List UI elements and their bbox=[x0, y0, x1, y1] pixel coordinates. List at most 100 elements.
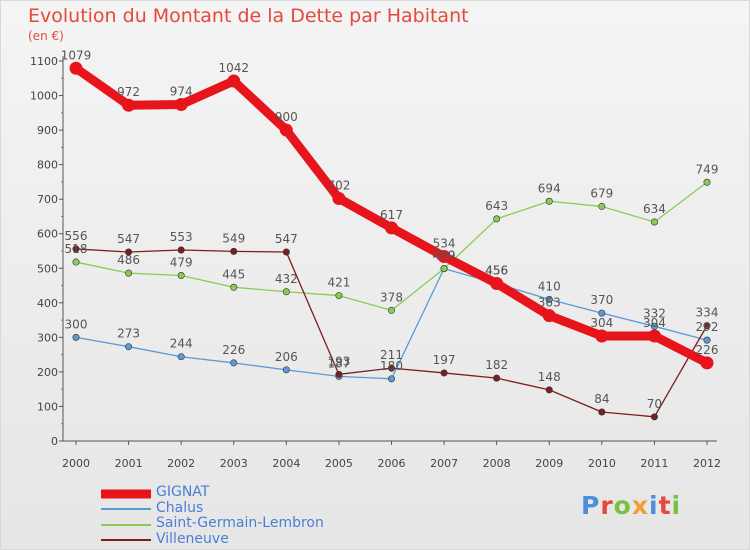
x-tick-label: 2003 bbox=[220, 457, 248, 470]
data-label: 1042 bbox=[218, 61, 249, 75]
data-point bbox=[335, 370, 343, 378]
x-tick-label: 2001 bbox=[115, 457, 143, 470]
data-label: 332 bbox=[643, 306, 666, 320]
data-label: 634 bbox=[643, 202, 666, 216]
data-label: 300 bbox=[65, 317, 88, 331]
data-label: 370 bbox=[590, 293, 613, 307]
data-point bbox=[493, 374, 501, 382]
data-point bbox=[279, 123, 293, 137]
data-label: 679 bbox=[590, 186, 613, 200]
legend-label: Saint-Germain-Lembron bbox=[156, 515, 324, 531]
data-point bbox=[72, 333, 80, 341]
data-label: 211 bbox=[380, 348, 403, 362]
series-saint-germain-lembron bbox=[72, 178, 711, 314]
chart-title: Evolution du Montant de la Dette par Hab… bbox=[28, 5, 469, 27]
legend-swatch bbox=[101, 523, 151, 526]
data-label: 70 bbox=[647, 397, 662, 411]
data-label: 974 bbox=[170, 85, 193, 99]
x-tick-label: 2000 bbox=[62, 457, 90, 470]
x-tick-label: 2005 bbox=[325, 457, 353, 470]
x-tick-label: 2010 bbox=[588, 457, 616, 470]
data-label: 432 bbox=[275, 272, 298, 286]
logo-letter: o bbox=[613, 491, 632, 520]
logo-letter: i bbox=[671, 491, 682, 520]
data-point bbox=[282, 288, 290, 296]
data-point bbox=[387, 306, 395, 314]
data-label: 702 bbox=[327, 178, 350, 192]
data-label: 148 bbox=[538, 370, 561, 384]
data-label: 244 bbox=[170, 337, 193, 351]
data-point bbox=[230, 283, 238, 291]
data-point bbox=[703, 322, 711, 330]
y-tick-label: 1000 bbox=[30, 90, 58, 103]
proxiti-logo: Proxiti bbox=[581, 491, 681, 520]
data-point bbox=[335, 292, 343, 300]
data-point bbox=[598, 309, 606, 317]
logo-letter: t bbox=[658, 491, 672, 520]
data-point bbox=[440, 265, 448, 273]
data-label: 180 bbox=[380, 359, 403, 373]
data-point bbox=[69, 61, 83, 75]
x-tick-label: 2007 bbox=[430, 457, 458, 470]
data-label: 197 bbox=[433, 353, 456, 367]
data-label: 182 bbox=[485, 358, 508, 372]
legend-label: Chalus bbox=[156, 499, 204, 516]
x-tick-label: 2011 bbox=[640, 457, 668, 470]
data-label: 273 bbox=[117, 327, 140, 341]
data-label: 972 bbox=[117, 85, 140, 99]
data-label: 456 bbox=[485, 263, 508, 277]
y-tick-label: 1100 bbox=[30, 55, 58, 68]
data-label: 900 bbox=[275, 110, 298, 124]
data-point bbox=[122, 98, 136, 112]
data-label: 226 bbox=[222, 343, 245, 357]
data-label: 84 bbox=[594, 392, 609, 406]
data-point bbox=[493, 215, 501, 223]
data-label: 694 bbox=[538, 181, 561, 195]
data-label: 553 bbox=[170, 230, 193, 244]
y-tick-label: 300 bbox=[37, 331, 58, 344]
data-label: 749 bbox=[696, 162, 719, 176]
data-label: 486 bbox=[117, 253, 140, 267]
y-tick-label: 700 bbox=[37, 193, 58, 206]
data-point bbox=[332, 191, 346, 205]
data-label: 292 bbox=[696, 320, 719, 334]
data-point bbox=[387, 375, 395, 383]
y-tick-label: 100 bbox=[37, 400, 58, 413]
data-point bbox=[490, 276, 504, 290]
data-label: 547 bbox=[275, 232, 298, 246]
y-tick-label: 0 bbox=[51, 435, 58, 448]
data-point bbox=[650, 218, 658, 226]
data-label: 410 bbox=[538, 279, 561, 293]
data-label: 334 bbox=[696, 306, 719, 320]
data-point bbox=[230, 359, 238, 367]
data-label: 549 bbox=[222, 231, 245, 245]
y-tick-label: 500 bbox=[37, 262, 58, 275]
x-tick-label: 2004 bbox=[272, 457, 300, 470]
data-label: 556 bbox=[65, 229, 88, 243]
unit-label: (en €) bbox=[28, 29, 64, 43]
legend-label: GIGNAT bbox=[156, 484, 210, 500]
series-chalus bbox=[72, 265, 711, 383]
data-point bbox=[440, 369, 448, 377]
data-point bbox=[595, 329, 609, 343]
data-label: 547 bbox=[117, 232, 140, 246]
data-point bbox=[385, 221, 398, 235]
y-tick-label: 200 bbox=[37, 366, 58, 379]
y-tick-label: 900 bbox=[37, 124, 58, 137]
data-point bbox=[72, 245, 80, 253]
data-point bbox=[282, 366, 290, 374]
data-point bbox=[703, 178, 711, 186]
logo-letter: r bbox=[600, 491, 614, 520]
data-point bbox=[647, 329, 661, 343]
data-point bbox=[700, 356, 714, 370]
data-point bbox=[545, 386, 553, 394]
data-label: 304 bbox=[643, 316, 666, 330]
data-point bbox=[650, 413, 658, 421]
data-label: 479 bbox=[170, 256, 193, 270]
data-label: 421 bbox=[327, 276, 350, 290]
legend-label: Villeneuve bbox=[156, 530, 229, 547]
data-point bbox=[125, 248, 133, 256]
data-point bbox=[703, 336, 711, 344]
